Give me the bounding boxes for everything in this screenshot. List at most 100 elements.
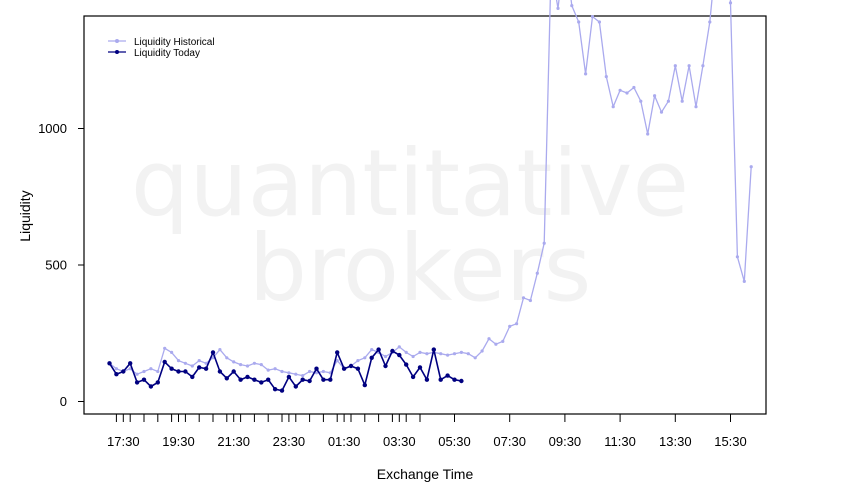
series-layer [107, 0, 753, 393]
x-tick-label: 09:30 [549, 434, 582, 449]
data-point-today [362, 382, 367, 388]
legend-label-today: Liquidity Today [134, 48, 200, 59]
data-point-historical [128, 367, 132, 371]
data-point-today [328, 377, 333, 382]
x-tick-label: 11:30 [604, 434, 636, 449]
data-point-historical [584, 72, 588, 76]
data-point-historical [225, 356, 229, 360]
data-point-historical [611, 105, 615, 109]
data-point-today [217, 369, 223, 374]
data-point-historical [163, 346, 167, 350]
y-tick-label: 1000 [38, 121, 67, 136]
data-point-historical [439, 352, 443, 356]
data-point-today [245, 374, 250, 380]
data-point-historical [287, 371, 291, 375]
data-point-historical [245, 364, 250, 368]
data-point-today [348, 363, 354, 369]
y-axis: 05001000150020002500 [38, 121, 84, 409]
data-point-historical [618, 88, 622, 92]
data-point-today [445, 373, 450, 378]
data-point-historical [321, 369, 325, 374]
data-point-historical [653, 94, 657, 98]
data-point-today [121, 369, 126, 374]
data-point-historical [666, 99, 671, 103]
data-point-historical [528, 298, 533, 303]
data-point-historical [197, 359, 201, 363]
data-point-today [210, 350, 216, 355]
data-point-historical [211, 356, 215, 360]
data-point-historical [190, 364, 194, 368]
data-point-today [410, 374, 416, 380]
data-point-historical [701, 64, 705, 68]
data-point-today [452, 377, 457, 382]
x-tick-label: 01:30 [328, 434, 361, 449]
data-point-today [183, 369, 188, 374]
data-point-historical [742, 279, 746, 283]
data-point-historical [480, 349, 484, 353]
data-point-historical [694, 105, 698, 109]
data-point-today [355, 366, 361, 371]
data-point-historical [280, 369, 284, 374]
data-point-today [148, 384, 154, 389]
legend: Liquidity Historical Liquidity Today [108, 37, 215, 59]
data-point-historical [604, 75, 608, 79]
data-point-today [376, 347, 381, 352]
data-point-today [238, 377, 243, 382]
data-point-historical [308, 369, 312, 374]
data-point-historical [590, 15, 595, 19]
data-point-historical [515, 322, 519, 326]
data-point-historical [404, 350, 408, 354]
data-point-today [197, 365, 202, 370]
data-point-historical [577, 20, 581, 24]
data-point-today [224, 376, 229, 381]
data-point-today [300, 377, 305, 382]
data-point-historical [411, 354, 415, 359]
data-point-historical [335, 359, 339, 363]
data-point-today [293, 384, 298, 389]
data-point-historical [314, 371, 319, 375]
data-point-today [107, 361, 112, 366]
legend-marker-historical [115, 39, 119, 43]
series-line-historical [109, 0, 752, 377]
data-point-today [321, 377, 326, 382]
data-point-historical [556, 6, 560, 10]
x-axis-title: Exchange Time [377, 466, 474, 482]
data-point-today [459, 378, 464, 384]
data-point-historical [259, 363, 263, 367]
data-point-today [383, 363, 388, 369]
data-point-historical [459, 350, 463, 354]
data-point-historical [570, 4, 574, 8]
data-point-today [141, 377, 147, 382]
data-point-historical [487, 337, 491, 341]
data-point-historical [183, 361, 187, 365]
data-point-historical [639, 99, 643, 103]
data-point-historical [646, 132, 650, 136]
data-point-historical [356, 359, 360, 363]
x-tick-label: 13:30 [659, 434, 692, 449]
x-tick-label: 03:30 [383, 434, 416, 449]
data-point-today [231, 369, 236, 374]
legend-marker-today [115, 50, 119, 54]
data-point-historical [659, 110, 664, 114]
data-point-historical [383, 354, 388, 359]
series-line-today [108, 348, 462, 392]
data-point-today [162, 359, 167, 365]
data-point-today [128, 361, 133, 366]
data-point-today [341, 366, 347, 371]
data-point-today [169, 366, 174, 371]
data-point-today [417, 365, 423, 370]
data-point-historical [673, 64, 677, 68]
data-point-historical [680, 99, 684, 103]
data-point-today [307, 378, 312, 384]
data-point-historical [452, 352, 457, 356]
data-point-historical [508, 324, 512, 328]
data-point-historical [542, 241, 546, 245]
data-point-today [397, 352, 402, 358]
data-point-historical [466, 352, 470, 356]
data-point-today [114, 372, 119, 377]
data-point-historical [218, 348, 222, 352]
x-tick-label: 21:30 [217, 434, 250, 449]
data-point-historical [708, 20, 712, 24]
data-point-historical [239, 363, 243, 367]
